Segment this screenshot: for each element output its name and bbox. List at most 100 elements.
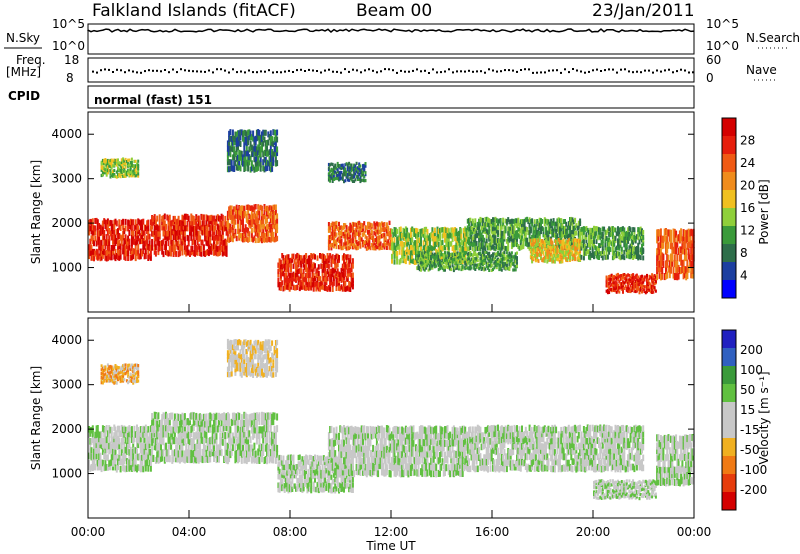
freq-point [372, 69, 374, 72]
heatmap-cell [245, 236, 248, 242]
heatmap-cell [118, 448, 121, 455]
heatmap-cell [148, 245, 151, 252]
heatmap-cell [254, 226, 257, 232]
heatmap-cell [418, 261, 421, 265]
heatmap-cell [228, 159, 231, 166]
heatmap-cell [479, 236, 482, 242]
heatmap-cell [571, 225, 574, 230]
heatmap-cell [633, 288, 636, 292]
heatmap-cell [153, 229, 156, 236]
heatmap-cell [463, 253, 465, 257]
heatmap-cell [423, 263, 426, 267]
heatmap-cell [132, 248, 135, 255]
heatmap-cell [566, 252, 569, 256]
heatmap-cell [346, 165, 349, 169]
heatmap-cell [362, 166, 364, 170]
heatmap-cell [663, 273, 666, 281]
heatmap-cell [229, 205, 232, 211]
heatmap-cell [643, 275, 646, 279]
heatmap-cell [165, 249, 167, 256]
heatmap-cell [267, 224, 270, 230]
heatmap-cell [94, 431, 97, 439]
heatmap-cell [666, 229, 669, 237]
heatmap-cell [166, 249, 169, 256]
freq-point [416, 68, 418, 71]
heatmap-cell [493, 222, 496, 228]
heatmap-cell [205, 239, 208, 246]
heatmap-cell [182, 223, 185, 230]
heatmap-cell [240, 159, 243, 166]
heatmap-cell [139, 224, 142, 231]
heatmap-cell [230, 135, 233, 142]
heatmap-cell [499, 259, 502, 263]
heatmap-cell [416, 233, 419, 239]
colorbar-tick-label: 24 [740, 156, 755, 170]
heatmap-cell [634, 283, 637, 287]
heatmap-cell [239, 154, 242, 161]
heatmap-cell [498, 252, 501, 256]
freq-panel [87, 57, 695, 83]
heatmap-cell [510, 230, 513, 236]
heatmap-cell [646, 290, 648, 294]
heatmap-cell [422, 267, 425, 271]
heatmap-cell [533, 234, 536, 240]
heatmap-cell [99, 458, 102, 466]
heatmap-cell [450, 256, 453, 261]
heatmap-cell [245, 150, 248, 157]
heatmap-cell [487, 257, 489, 261]
heatmap-cell [547, 230, 550, 235]
heatmap-cell [134, 168, 137, 172]
freq-point [264, 70, 266, 73]
heatmap-cell [244, 161, 247, 167]
heatmap-cell [258, 135, 261, 142]
heatmap-cell [351, 280, 354, 287]
heatmap-cell [545, 226, 547, 232]
heatmap-cell [445, 259, 448, 265]
heatmap-cell [546, 240, 549, 245]
heatmap-cell [215, 245, 218, 252]
heatmap-cell [250, 232, 253, 238]
heatmap-cell [522, 228, 525, 234]
heatmap-cell [577, 225, 580, 231]
heatmap-cell [91, 229, 94, 236]
heatmap-cell [532, 230, 535, 236]
heatmap-cell [124, 426, 127, 434]
heatmap-cell [481, 266, 484, 270]
heatmap-cell [110, 161, 113, 165]
heatmap-cell [457, 265, 460, 269]
heatmap-cell [348, 268, 351, 274]
heatmap-cell [334, 163, 337, 167]
heatmap-cell [507, 256, 510, 260]
heatmap-cell [244, 232, 247, 238]
heatmap-cell [218, 245, 220, 252]
heatmap-cell [457, 240, 460, 246]
heatmap-cell [615, 251, 618, 256]
heatmap-cell [604, 229, 607, 235]
nave-label: Nave [746, 63, 777, 77]
freq-point [292, 71, 294, 73]
heatmap-cell [611, 246, 614, 251]
heatmap-cell [536, 229, 539, 235]
heatmap-cell [136, 449, 138, 456]
heatmap-cell [657, 229, 660, 237]
heatmap-cell [105, 255, 108, 262]
heatmap-cell [297, 261, 300, 268]
heatmap-cell [231, 228, 234, 234]
freq-point [180, 68, 182, 71]
heatmap-cell [268, 134, 271, 140]
heatmap-cell [168, 249, 171, 256]
heatmap-cell [471, 258, 474, 262]
heatmap-cell [589, 255, 592, 261]
heatmap-cell [148, 253, 151, 260]
heatmap-cell [162, 251, 165, 258]
heatmap-cell [261, 214, 263, 221]
heatmap-cell [255, 219, 258, 226]
heatmap-cell [353, 172, 356, 176]
heatmap-cell [500, 245, 503, 251]
heatmap-cell [589, 242, 592, 248]
heatmap-cell [637, 279, 640, 283]
heatmap-cell [325, 258, 328, 265]
heatmap-cell [234, 139, 237, 146]
heatmap-cell [613, 286, 616, 290]
freq-point [440, 71, 442, 74]
